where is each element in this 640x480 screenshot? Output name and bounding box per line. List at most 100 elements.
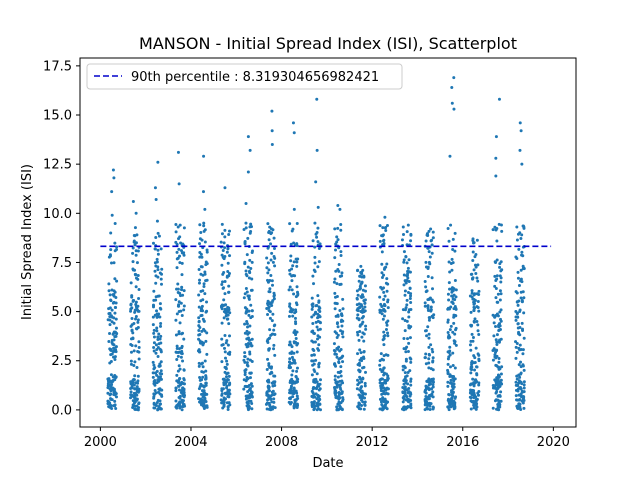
data-point bbox=[174, 240, 178, 244]
data-point bbox=[517, 381, 521, 385]
data-point bbox=[336, 347, 340, 351]
data-point bbox=[386, 331, 390, 335]
data-point bbox=[180, 273, 184, 277]
data-point bbox=[158, 376, 162, 380]
data-point bbox=[380, 271, 384, 275]
data-point bbox=[197, 281, 201, 285]
data-point bbox=[265, 407, 269, 411]
data-point bbox=[151, 241, 155, 245]
data-point bbox=[384, 379, 388, 383]
data-point bbox=[174, 230, 178, 234]
data-point bbox=[358, 329, 362, 333]
data-point bbox=[107, 405, 111, 409]
data-point bbox=[341, 360, 345, 364]
data-point bbox=[382, 314, 386, 318]
data-point bbox=[427, 397, 431, 401]
data-point bbox=[244, 269, 248, 273]
data-point bbox=[290, 288, 294, 292]
data-point bbox=[317, 314, 321, 318]
data-point bbox=[223, 246, 227, 250]
data-point bbox=[177, 304, 181, 308]
data-point bbox=[335, 335, 339, 339]
scatter-points bbox=[106, 76, 526, 412]
data-point bbox=[405, 374, 409, 378]
data-point bbox=[134, 314, 138, 318]
data-point bbox=[182, 382, 186, 386]
data-point bbox=[315, 372, 319, 376]
data-point bbox=[409, 403, 413, 407]
data-point bbox=[151, 375, 155, 379]
data-point bbox=[248, 350, 252, 354]
data-point bbox=[175, 406, 179, 410]
data-point bbox=[198, 384, 202, 388]
data-point bbox=[474, 265, 478, 269]
data-point bbox=[249, 267, 253, 271]
data-point bbox=[200, 392, 204, 396]
data-point bbox=[178, 261, 182, 265]
data-point bbox=[269, 242, 273, 246]
data-point bbox=[424, 388, 428, 392]
data-point bbox=[454, 343, 458, 347]
data-point bbox=[514, 290, 518, 294]
data-point bbox=[224, 375, 228, 379]
data-point bbox=[471, 237, 475, 241]
data-point bbox=[402, 258, 406, 262]
data-point bbox=[515, 350, 519, 354]
data-point bbox=[294, 257, 298, 261]
data-point bbox=[137, 402, 141, 406]
data-point bbox=[157, 406, 161, 410]
data-point bbox=[311, 363, 315, 367]
data-point bbox=[288, 357, 292, 361]
data-point bbox=[115, 247, 119, 251]
data-point bbox=[454, 295, 458, 299]
data-point bbox=[381, 317, 385, 321]
data-point bbox=[155, 219, 159, 223]
data-point bbox=[403, 391, 407, 395]
data-point bbox=[313, 255, 317, 259]
data-point bbox=[133, 310, 137, 314]
data-point bbox=[204, 381, 208, 385]
data-point bbox=[405, 388, 409, 392]
data-point bbox=[201, 190, 205, 194]
data-point bbox=[409, 360, 413, 364]
data-point bbox=[359, 264, 363, 268]
data-point bbox=[360, 322, 364, 326]
data-point bbox=[156, 160, 160, 164]
data-point bbox=[496, 378, 500, 382]
data-point bbox=[180, 288, 184, 292]
data-point bbox=[428, 316, 432, 320]
data-point bbox=[273, 384, 277, 388]
data-point bbox=[402, 347, 406, 351]
data-point bbox=[310, 353, 314, 357]
data-point bbox=[272, 343, 276, 347]
data-point bbox=[198, 223, 202, 227]
data-point bbox=[198, 326, 202, 330]
data-point bbox=[340, 390, 344, 394]
data-point bbox=[497, 339, 501, 343]
data-point bbox=[203, 391, 207, 395]
data-point bbox=[220, 392, 224, 396]
data-point bbox=[135, 366, 139, 370]
data-point bbox=[340, 271, 344, 275]
data-point bbox=[427, 229, 431, 233]
data-point bbox=[338, 383, 342, 387]
data-point bbox=[427, 250, 431, 254]
data-point bbox=[476, 279, 480, 283]
data-point bbox=[112, 330, 116, 334]
data-point bbox=[385, 401, 389, 405]
data-point bbox=[494, 156, 498, 160]
data-point bbox=[518, 405, 522, 409]
data-point bbox=[159, 324, 163, 328]
data-point bbox=[449, 378, 453, 382]
data-point bbox=[356, 293, 360, 297]
data-point bbox=[311, 274, 315, 278]
data-point bbox=[289, 242, 293, 246]
data-point bbox=[316, 226, 320, 230]
data-point bbox=[112, 261, 116, 265]
data-point bbox=[132, 299, 136, 303]
data-point bbox=[378, 381, 382, 385]
data-point bbox=[408, 270, 412, 274]
data-point bbox=[341, 354, 345, 358]
data-point bbox=[355, 330, 359, 334]
data-point bbox=[176, 225, 180, 229]
